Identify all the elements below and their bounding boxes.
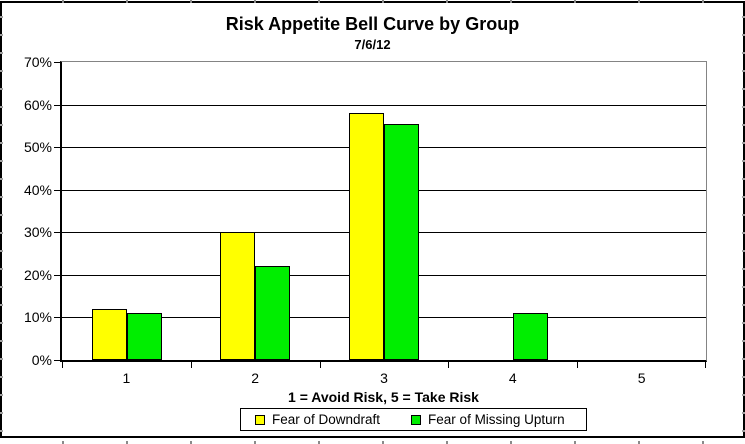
x-tick-label: 1: [122, 370, 131, 386]
y-tick-mark: [54, 232, 60, 234]
y-tick-label: 30%: [23, 224, 52, 241]
chart-subtitle: 7/6/12: [354, 37, 391, 52]
x-tick-label: 2: [251, 370, 260, 386]
y-tick-mark: [54, 62, 60, 63]
plot-area: 0% 10% 20% 30% 40% 50% 60% 70% 1 2 3 4 5: [24, 54, 707, 386]
y-tick-mark: [54, 317, 60, 319]
x-tick-label: 5: [637, 370, 646, 386]
x-tick-mark: [577, 362, 579, 368]
excel-gridline-marks-bottom: [0, 441, 745, 444]
excel-gridline-marks-left: [0, 0, 3, 444]
legend-label-fear-of-missing-upturn: Fear of Missing Upturn: [428, 412, 565, 427]
legend-entry-fear-of-missing-upturn: Fear of Missing Upturn: [411, 412, 565, 427]
legend-swatch-fear-of-downdraft: [255, 414, 265, 425]
bar-fear-of-downdraft-3: [349, 113, 384, 360]
y-tick-label: 10%: [23, 309, 52, 326]
bar-fear-of-downdraft-1: [92, 309, 127, 360]
y-tick-label: 60%: [23, 96, 52, 113]
x-tick-mark: [62, 362, 63, 368]
legend-box: Fear of Downdraft Fear of Missing Upturn: [240, 408, 587, 431]
y-tick-label: 40%: [23, 181, 52, 198]
y-tick-mark: [54, 189, 60, 191]
x-tick-label: 3: [380, 370, 388, 386]
bar-fear-of-missing-upturn-3: [384, 124, 419, 360]
excel-gridline-marks-right: [742, 0, 745, 444]
y-tick-label: 70%: [23, 54, 52, 70]
y-tick-mark: [54, 274, 60, 276]
legend-entry-fear-of-downdraft: Fear of Downdraft: [255, 412, 380, 427]
x-tick-mark: [448, 362, 450, 368]
x-axis-title: 1 = Avoid Risk, 5 = Take Risk: [288, 389, 479, 405]
bar-fear-of-missing-upturn-2: [255, 266, 290, 360]
legend-swatch-fear-of-missing-upturn: [411, 414, 422, 425]
bar-fear-of-missing-upturn-1: [127, 313, 162, 360]
x-tick-mark: [705, 362, 706, 368]
gridline: [62, 104, 706, 106]
y-tick-mark: [54, 104, 60, 106]
y-tick-mark: [54, 147, 60, 149]
bar-fear-of-missing-upturn-4: [513, 313, 548, 360]
excel-gridline-marks-top: [0, 0, 745, 3]
legend-label-fear-of-downdraft: Fear of Downdraft: [272, 412, 381, 427]
chart-title: Risk Appetite Bell Curve by Group: [225, 14, 520, 34]
x-tick-label: 4: [508, 370, 517, 386]
y-tick-label: 20%: [23, 266, 52, 283]
y-tick-mark: [54, 360, 60, 361]
y-tick-label: 0%: [31, 352, 52, 368]
y-tick-label: 50%: [23, 139, 52, 156]
x-tick-mark: [190, 362, 192, 368]
x-tick-mark: [319, 362, 321, 368]
bar-fear-of-downdraft-2: [220, 232, 255, 360]
